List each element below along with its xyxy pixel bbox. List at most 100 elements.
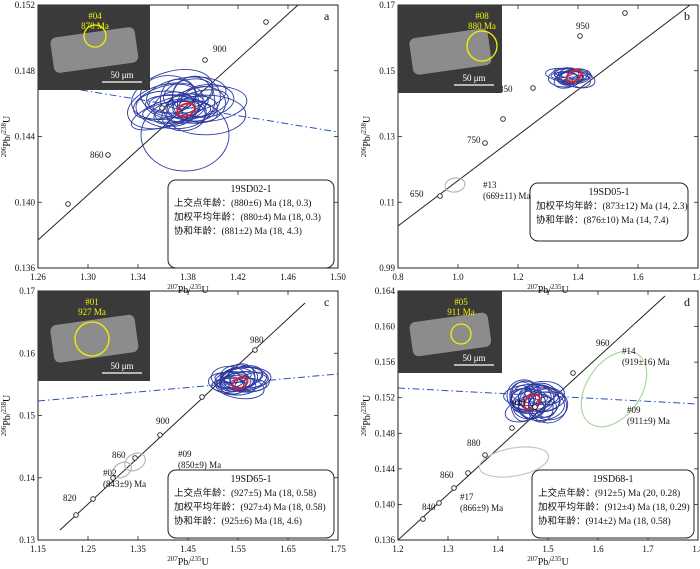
analysis-ellipse — [166, 94, 247, 136]
panel-letter: a — [324, 9, 330, 23]
age-marker — [90, 496, 96, 502]
analysis-ellipse — [522, 382, 560, 418]
age-label: 940 — [512, 398, 526, 408]
element: U — [562, 557, 570, 568]
concordia-age-ellipse — [176, 102, 196, 118]
panel-d: 840 860 880 940 960 #14(919±16) Ma #09(911±9) … — [360, 286, 700, 568]
age-summary-line: 上交点年龄：(912±5) Ma (20, 0.28) — [538, 487, 680, 499]
summary-box — [167, 469, 335, 539]
x-tick-label: 1.55 — [230, 544, 246, 554]
outlier-spot-label: #02 — [103, 468, 117, 478]
age-label: 650 — [410, 189, 424, 199]
concordia-age-ellipse — [231, 376, 249, 390]
outlier-age-label: (669±11) Ma — [483, 191, 530, 201]
plot-area — [38, 5, 338, 241]
zircon-grain — [409, 28, 492, 75]
age-summary-line: 加权平均年龄：(912±4) Ma (18, 0.29) — [538, 501, 690, 513]
inset-spot-label: #08 — [475, 11, 489, 21]
plot-area — [398, 295, 698, 540]
panel-c: 820 860 900 980 #09(850±9) Ma #02(843±9) Ma 1.… — [0, 286, 346, 568]
x-tick-label: 1.42 — [230, 272, 246, 282]
zircon-grain — [50, 314, 139, 363]
analysis-ellipse — [547, 68, 584, 88]
sample-name: 19SD68-1 — [592, 474, 633, 485]
age-label: 820 — [63, 493, 77, 503]
analysis-ellipse — [234, 371, 269, 392]
y-tick-label: 0.148 — [15, 66, 36, 76]
age-marker — [65, 201, 71, 207]
x-tick-label: 1.2 — [512, 272, 523, 282]
y-tick-label: 0.144 — [375, 464, 396, 474]
y-tick-label: 0.13 — [19, 535, 35, 545]
x-tick-label: 1.15 — [30, 544, 46, 554]
x-tick-label: 1.46 — [280, 272, 296, 282]
x-tick-label: 1.0 — [452, 272, 464, 282]
mass-number: 238 — [360, 401, 368, 412]
y-tick-label: 0.156 — [375, 357, 396, 367]
mass-number: 235 — [551, 283, 562, 291]
sample-name: 19SD02-1 — [230, 184, 271, 195]
concordia-age-ellipse — [565, 69, 583, 83]
analysis-ellipse — [140, 98, 230, 172]
age-marker — [202, 57, 208, 63]
age-label: 840 — [422, 502, 436, 512]
element: Pb/ — [178, 557, 192, 568]
y-tick-label: 0.14 — [19, 473, 35, 483]
summary-box — [531, 469, 695, 539]
x-tick-label: 0.8 — [392, 272, 404, 282]
inset-age-label: 911 Ma — [447, 307, 474, 317]
sample-name: 19SD65-1 — [230, 474, 271, 485]
panel-b: 650 750 850 950 #13(669±11) Ma 0.8 1.0 1.2 1.4 1.… — [360, 0, 700, 296]
outlier-ellipse — [124, 452, 146, 472]
x-tick-label: 1.25 — [80, 544, 96, 554]
age-marker — [509, 425, 515, 431]
age-label: 750 — [467, 135, 481, 145]
panel-a: 860 900 1.26 1.30 1.34 1.38 1.42 1.46 1.50 0.136 0… — [0, 0, 346, 296]
zircon-grain — [409, 312, 492, 357]
x-tick-label: 1.6 — [632, 272, 644, 282]
age-marker — [73, 512, 79, 518]
x-axis-label: 207Pb/235U — [167, 555, 209, 568]
age-label: 900 — [156, 416, 170, 426]
y-tick-label: 0.160 — [375, 322, 396, 332]
y-tick-label: 0.140 — [375, 499, 396, 509]
outlier-spot-label: #17 — [460, 492, 474, 502]
x-tick-label: 1.38 — [180, 272, 196, 282]
y-tick-label: 0.17 — [19, 286, 35, 296]
element: Pb/ — [2, 133, 13, 147]
analysis-ellipse — [223, 371, 252, 384]
x-tick-label: 1.5 — [542, 544, 554, 554]
outlier-ellipse — [112, 461, 132, 479]
mass-number: 207 — [527, 283, 538, 291]
x-tick-label: 1.34 — [130, 272, 146, 282]
outlier-ellipse — [478, 446, 550, 478]
y-tick-label: 0.17 — [379, 0, 395, 10]
y-tick-label: 0.164 — [375, 286, 396, 296]
scale-bar-label: 50 μm — [110, 70, 133, 80]
analysis-spot-circle — [83, 24, 107, 48]
analysis-ellipse — [503, 383, 556, 407]
age-summary-line: 协和年龄：(876±10) Ma (14, 7.4) — [536, 214, 669, 226]
outlier-age-label: (850±9) Ma — [178, 460, 221, 470]
y-tick-label: 0.11 — [380, 197, 395, 207]
x-tick-label: 1.7 — [642, 544, 654, 554]
age-marker — [132, 455, 138, 461]
age-marker — [465, 470, 471, 476]
age-label: 860 — [112, 450, 126, 460]
scale-bar-label: 50 μm — [462, 73, 485, 83]
age-marker — [199, 394, 205, 400]
age-label: 860 — [90, 150, 104, 160]
analysis-ellipse — [127, 82, 204, 130]
x-tick-label: 1.4 — [492, 544, 504, 554]
age-summary-line: 加权平均年龄：(927±4) Ma (18, 0.58) — [174, 501, 326, 513]
outlier-age-label: (843±9) Ma — [103, 479, 146, 489]
x-axis-label: 207Pb/235U — [527, 555, 569, 568]
mass-number: 238 — [0, 401, 8, 412]
analysis-ellipse — [176, 84, 235, 118]
y-tick-label: 0.140 — [15, 197, 36, 207]
mass-number: 207 — [167, 555, 178, 563]
age-marker — [451, 485, 457, 491]
